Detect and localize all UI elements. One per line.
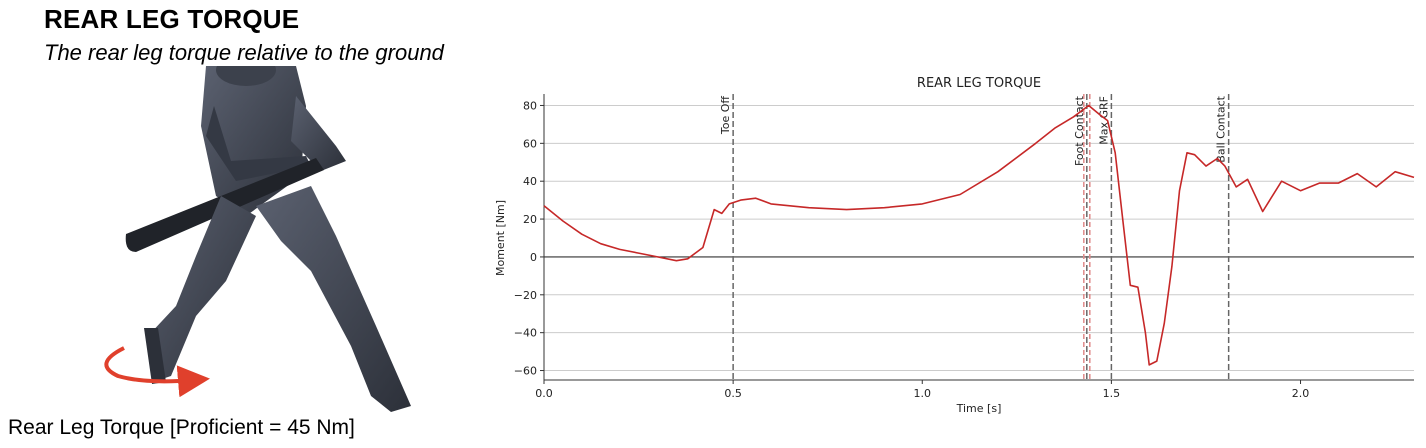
y-tick-label: −60	[514, 365, 537, 378]
event-label: Foot Contact	[1073, 95, 1086, 166]
x-tick-label: 2.0	[1292, 387, 1310, 400]
y-tick-label: 0	[530, 251, 537, 264]
y-tick-label: 80	[523, 99, 537, 112]
grid-layer	[544, 104, 1414, 372]
batter-illustration	[104, 66, 411, 412]
figure-caption: Rear Leg Torque [Proficient = 45 Nm]	[8, 416, 355, 439]
events-layer: Toe Off Foot Contact Max GRF Ball Contact	[719, 94, 1230, 380]
y-tick-label: 60	[523, 137, 537, 150]
axes-layer: −60 −40 −20 0 20 40 60 80 0.0 0.5 1.0 1.5 2.0	[514, 94, 1414, 400]
x-tick-label: 1.5	[1103, 387, 1121, 400]
torque-series-line	[543, 104, 1415, 366]
event-label: Toe Off	[719, 96, 732, 136]
front-leg-shape	[256, 186, 411, 412]
page-title: REAR LEG TORQUE	[44, 4, 300, 34]
x-tick-label: 0.5	[724, 387, 742, 400]
event-label: Max GRF	[1097, 96, 1110, 145]
y-tick-label: 20	[523, 213, 537, 226]
arms-shape	[291, 96, 346, 171]
y-axis-label: Moment [Nm]	[494, 200, 507, 276]
y-tick-label: 40	[523, 175, 537, 188]
rotation-arrow-icon	[104, 346, 210, 398]
x-tick-label: 1.0	[914, 387, 932, 400]
chart-title: REAR LEG TORQUE	[917, 76, 1041, 91]
page-subtitle: The rear leg torque relative to the grou…	[44, 40, 444, 65]
series-layer	[543, 104, 1415, 366]
head-shape	[216, 66, 276, 86]
x-axis-label: Time [s]	[956, 402, 1002, 415]
x-tick-label: 0.0	[535, 387, 553, 400]
event-label: Ball Contact	[1215, 95, 1228, 162]
y-tick-label: −20	[514, 289, 537, 302]
rear-leg-torque-chart: REAR LEG TORQUE −60 −40 −20 0 20 40 60 80 0.0 0.5…	[494, 76, 1415, 415]
y-tick-label: −40	[514, 327, 537, 340]
rear-leg-shape	[148, 196, 256, 381]
